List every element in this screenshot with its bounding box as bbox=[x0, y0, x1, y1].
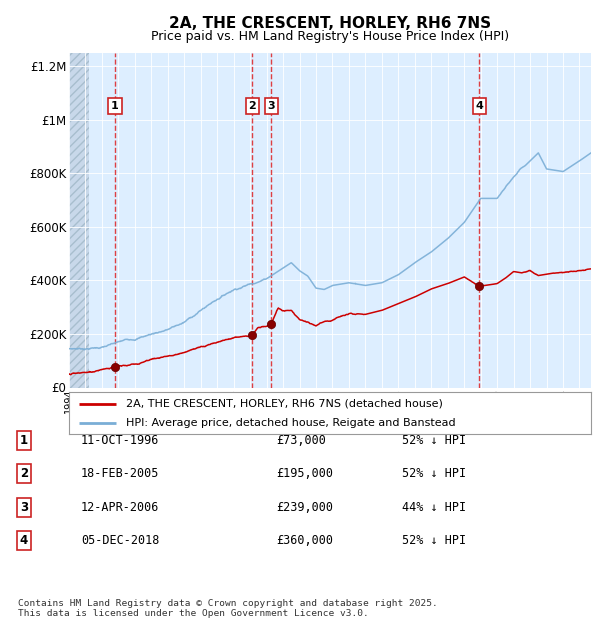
Text: 1: 1 bbox=[111, 101, 119, 111]
Text: 1: 1 bbox=[20, 434, 28, 446]
Text: Price paid vs. HM Land Registry's House Price Index (HPI): Price paid vs. HM Land Registry's House … bbox=[151, 30, 509, 43]
Text: 52% ↓ HPI: 52% ↓ HPI bbox=[402, 467, 466, 480]
Text: 2: 2 bbox=[20, 467, 28, 480]
Bar bbox=[69, 53, 89, 388]
Text: 52% ↓ HPI: 52% ↓ HPI bbox=[402, 434, 466, 446]
Text: 18-FEB-2005: 18-FEB-2005 bbox=[81, 467, 160, 480]
Text: 2A, THE CRESCENT, HORLEY, RH6 7NS (detached house): 2A, THE CRESCENT, HORLEY, RH6 7NS (detac… bbox=[127, 399, 443, 409]
Text: 52% ↓ HPI: 52% ↓ HPI bbox=[402, 534, 466, 547]
Text: £360,000: £360,000 bbox=[276, 534, 333, 547]
Text: 3: 3 bbox=[20, 501, 28, 513]
Bar bbox=[69, 53, 89, 388]
Text: HPI: Average price, detached house, Reigate and Banstead: HPI: Average price, detached house, Reig… bbox=[127, 418, 456, 428]
Text: 2A, THE CRESCENT, HORLEY, RH6 7NS: 2A, THE CRESCENT, HORLEY, RH6 7NS bbox=[169, 16, 491, 30]
Text: £195,000: £195,000 bbox=[276, 467, 333, 480]
Text: 3: 3 bbox=[268, 101, 275, 111]
Text: £239,000: £239,000 bbox=[276, 501, 333, 513]
Text: 05-DEC-2018: 05-DEC-2018 bbox=[81, 534, 160, 547]
Text: 4: 4 bbox=[20, 534, 28, 547]
Text: 2: 2 bbox=[248, 101, 256, 111]
Text: Contains HM Land Registry data © Crown copyright and database right 2025.
This d: Contains HM Land Registry data © Crown c… bbox=[18, 599, 438, 618]
Text: 4: 4 bbox=[475, 101, 483, 111]
Text: 12-APR-2006: 12-APR-2006 bbox=[81, 501, 160, 513]
Text: £73,000: £73,000 bbox=[276, 434, 326, 446]
Text: 11-OCT-1996: 11-OCT-1996 bbox=[81, 434, 160, 446]
Text: 44% ↓ HPI: 44% ↓ HPI bbox=[402, 501, 466, 513]
